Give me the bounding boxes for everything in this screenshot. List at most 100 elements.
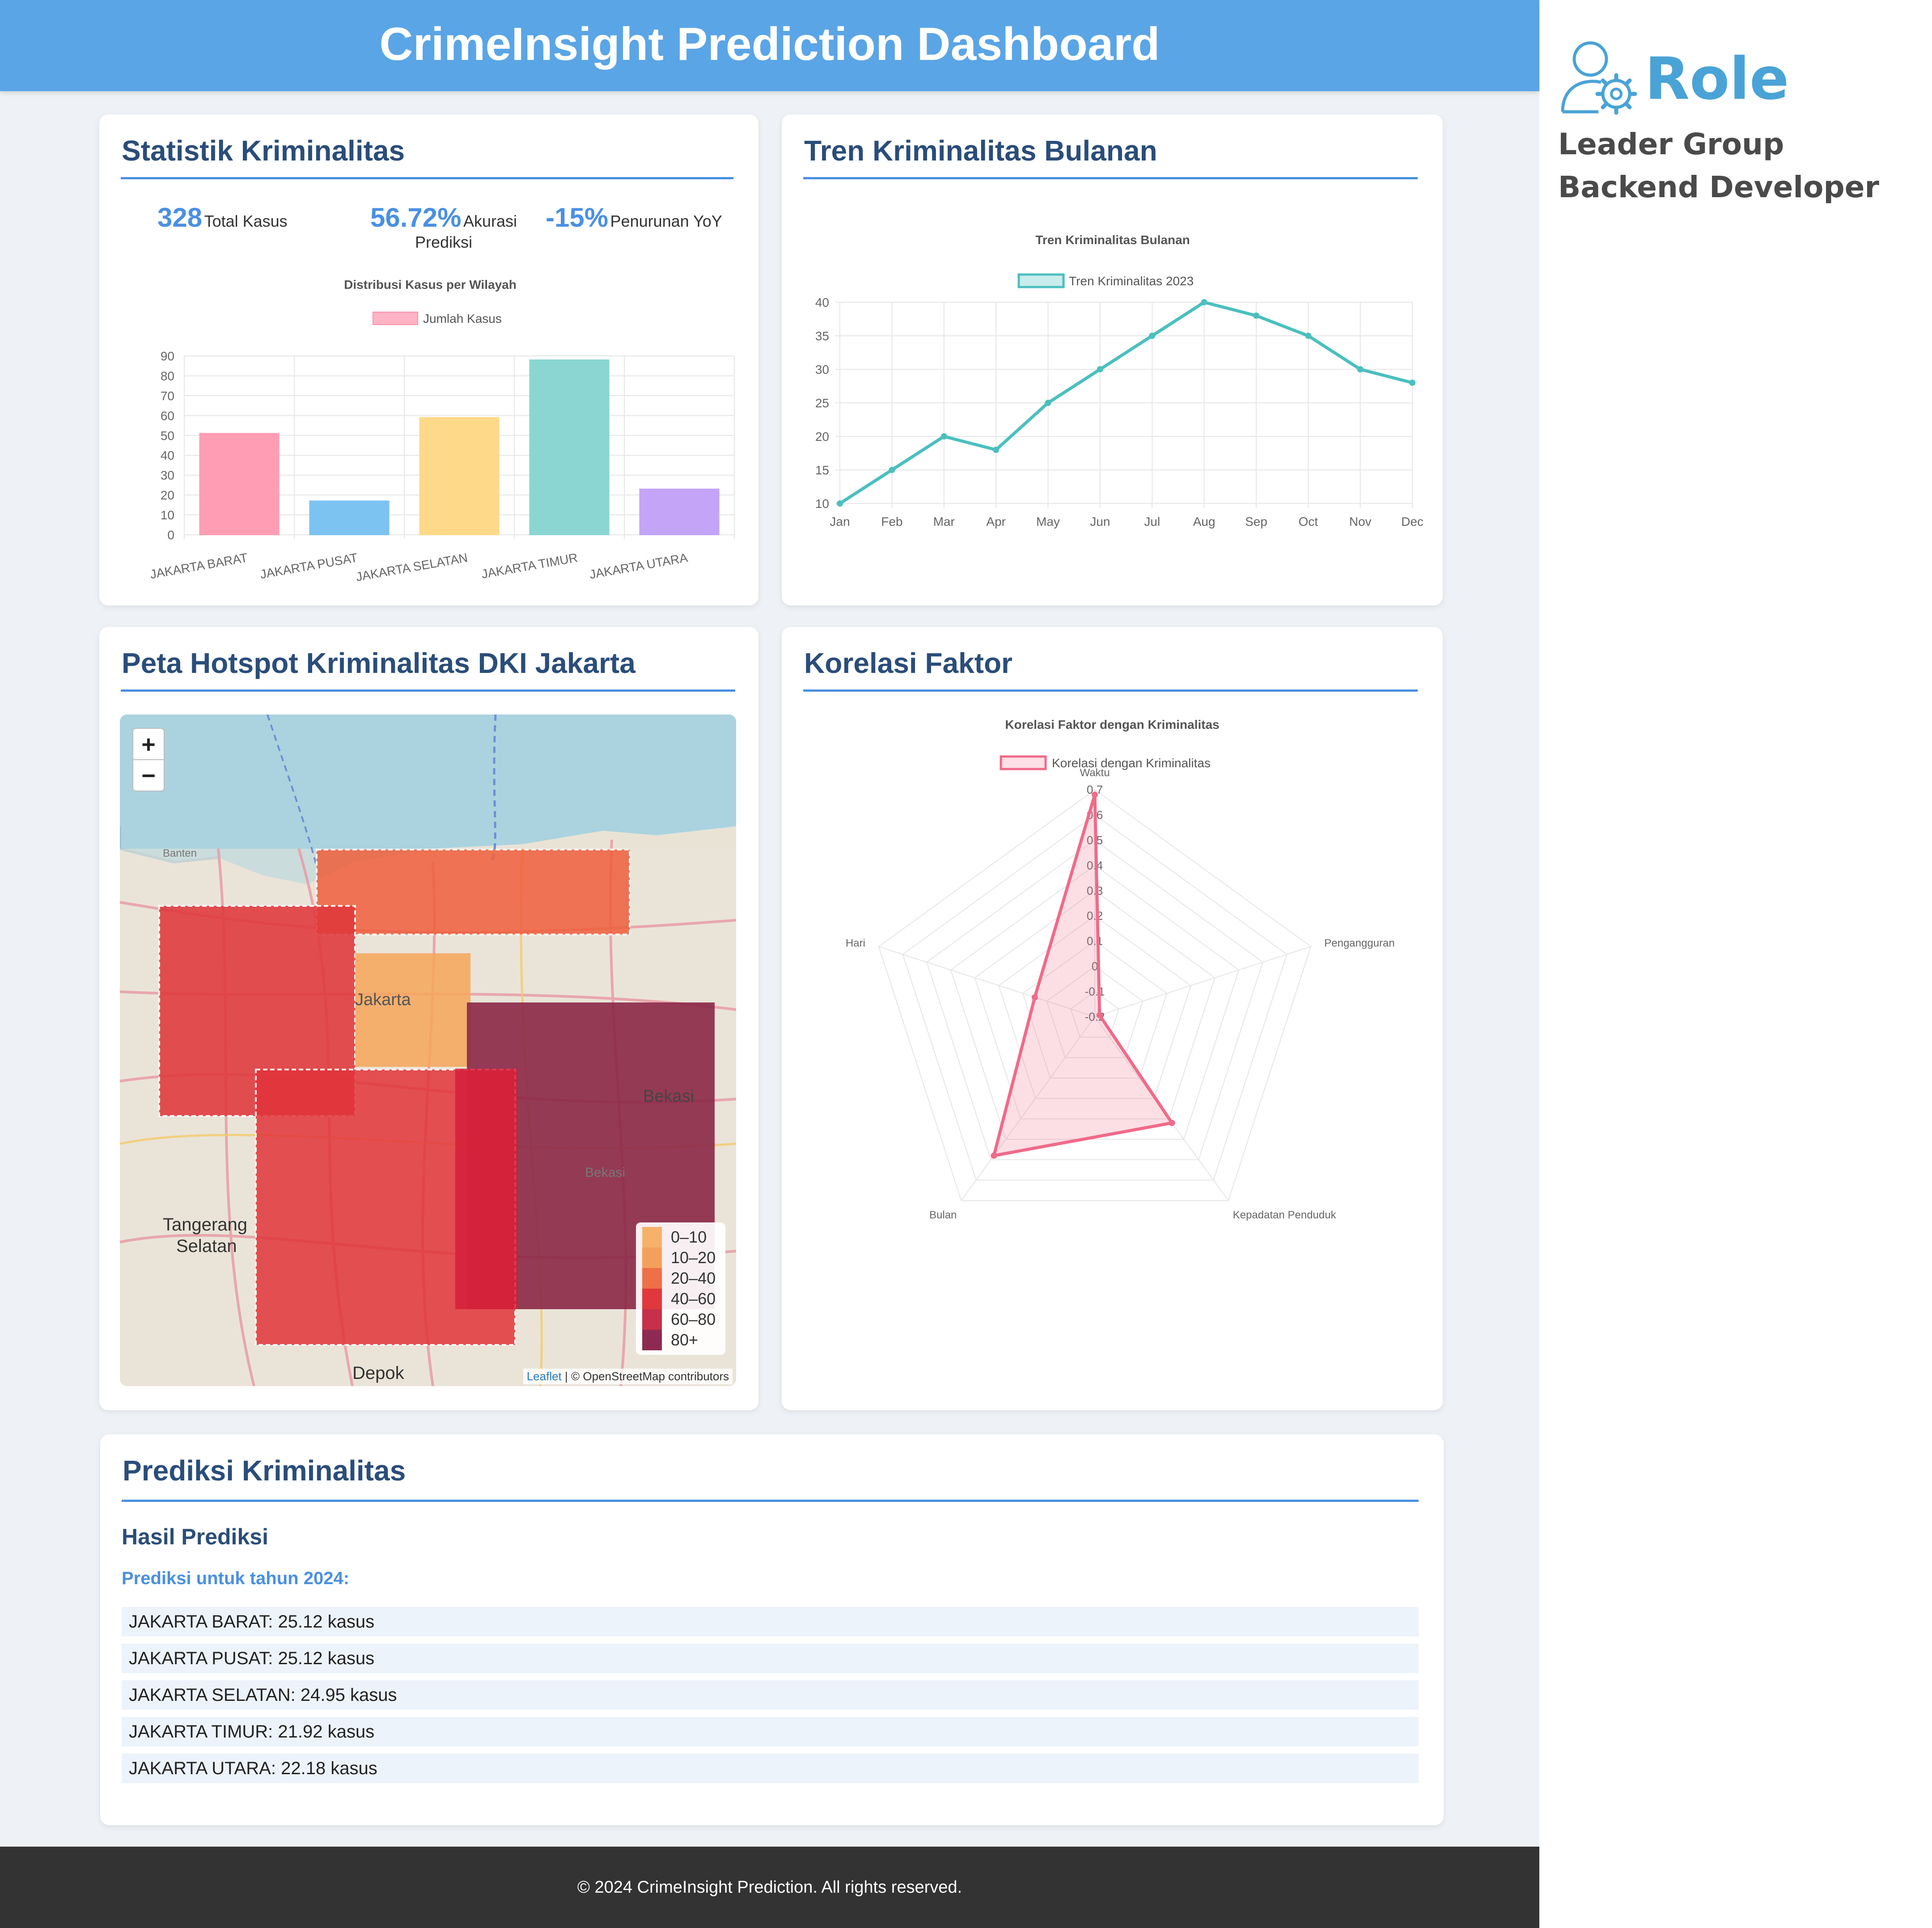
data-point <box>1045 400 1051 406</box>
grid-ring <box>926 839 1263 1160</box>
sea-area <box>120 715 736 884</box>
y-tick-label: 90 <box>161 349 174 363</box>
hotspot-map[interactable]: Jakarta Bekasi Tangerang Selatan Depok B… <box>120 715 736 1386</box>
axis-label: Bulan <box>929 1209 957 1221</box>
stat-accuracy-label-2: Prediksi <box>415 233 473 251</box>
axis-label: Pengangguran <box>1324 937 1394 949</box>
grid-ring <box>1046 965 1144 1058</box>
r-tick-label: 0.3 <box>1087 884 1103 897</box>
y-tick-label: 70 <box>161 389 174 403</box>
prediction-card-divider <box>122 1500 1419 1502</box>
correlation-card-divider <box>803 689 1418 692</box>
grid-ring <box>1022 940 1168 1078</box>
trend-card-title: Tren Kriminalitas Bulanan <box>804 135 1157 167</box>
x-tick-label: Nov <box>1349 515 1372 529</box>
grid-ring <box>902 814 1288 1181</box>
dashboard: CrimeInsight Prediction Dashboard Statis… <box>0 0 1539 1928</box>
trend-card: Tren Kriminalitas Bulanan Tren Kriminali… <box>782 114 1443 605</box>
chart-title: Distribusi Kasus per Wilayah <box>344 278 517 292</box>
prediction-subtitle: Hasil Prediksi <box>122 1524 268 1549</box>
hotspot-jakarta-timur <box>455 1069 517 1309</box>
x-tick-label: JAKARTA TIMUR <box>480 550 579 581</box>
map-attribution: Leaflet | © OpenStreetMap contributors <box>523 1369 733 1384</box>
series-area <box>992 793 1174 1158</box>
legend-swatch <box>1000 755 1047 770</box>
grid-ring <box>878 789 1312 1201</box>
legend-label: Korelasi dengan Kriminalitas <box>1052 756 1211 770</box>
place-label: Jakarta <box>355 990 411 1009</box>
legend-label: 80+ <box>671 1331 699 1349</box>
data-point <box>1253 313 1259 319</box>
stat-total: 328 Total Kasus <box>157 202 288 233</box>
axis-label: Hari <box>846 937 865 949</box>
x-tick-label: Jun <box>1090 515 1110 529</box>
map-legend: 0–10 10–20 20–40 40–60 60–80 80+ <box>636 1222 725 1355</box>
legend-label: 40–60 <box>671 1290 716 1308</box>
data-point <box>1169 1120 1175 1126</box>
data-point <box>1092 791 1098 798</box>
prediction-card-title: Prediksi Kriminalitas <box>123 1454 406 1487</box>
y-tick-label: 0 <box>167 528 174 542</box>
x-tick-label: Dec <box>1401 515 1424 529</box>
legend-swatch <box>642 1247 662 1268</box>
role-panel: Role Leader Group Backend Developer <box>1539 0 1932 268</box>
place-label: Bekasi <box>585 1165 625 1180</box>
zoom-out-button[interactable]: − <box>132 759 165 791</box>
stats-card-divider <box>121 177 733 179</box>
x-tick-label: JAKARTA BARAT <box>149 550 249 581</box>
x-tick-label: Oct <box>1298 515 1318 529</box>
legend-row: 20–40 <box>642 1268 719 1289</box>
bar-chart: Distribusi Kasus per Wilayah Jumlah Kasus… <box>149 278 735 584</box>
grid-ring <box>998 915 1191 1099</box>
prediction-year-label: Prediksi untuk tahun 2024: <box>122 1569 350 1588</box>
r-tick-label: 0.1 <box>1087 934 1103 948</box>
correlation-card: Korelasi Faktor Korelasi Faktor dengan K… <box>782 627 1443 1410</box>
map-tiles[interactable]: Jakarta Bekasi Tangerang Selatan Depok B… <box>120 715 736 1386</box>
legend-swatch <box>373 312 418 325</box>
grid-spoke <box>1094 946 1311 1017</box>
x-tick-label: Aug <box>1193 515 1216 529</box>
x-tick-label: Mar <box>933 515 955 529</box>
zoom-in-button[interactable]: + <box>132 728 165 760</box>
leaflet-link[interactable]: Leaflet <box>526 1370 562 1383</box>
place-labels: Jakarta Bekasi Tangerang Selatan Depok B… <box>163 847 694 1383</box>
legend-row: 0–10 <box>642 1227 719 1247</box>
stats-card: Statistik Kriminalitas 328 Total Kasus 5… <box>99 114 758 605</box>
stat-yoy-value: -15% <box>546 203 609 233</box>
legend-label: 60–80 <box>671 1310 716 1328</box>
y-tick-label: 20 <box>815 430 829 444</box>
place-label: Selatan <box>176 1236 237 1256</box>
legend-label: Jumlah Kasus <box>423 312 502 326</box>
bar <box>529 359 610 535</box>
x-tick-label: Feb <box>881 515 902 529</box>
trend-card-divider <box>803 177 1418 179</box>
prediction-card: Prediksi Kriminalitas Hasil Prediksi Pre… <box>100 1434 1444 1825</box>
legend-row: 80+ <box>642 1330 719 1350</box>
legend-row: 60–80 <box>642 1309 719 1330</box>
data-point <box>1201 299 1208 305</box>
prediction-row: JAKARTA TIMUR: 21.92 kasus <box>122 1717 1419 1746</box>
y-tick-label: 15 <box>815 463 829 477</box>
bar <box>639 488 720 535</box>
x-tick-label: Sep <box>1245 515 1267 529</box>
place-label: Depok <box>352 1363 405 1383</box>
grid-spoke <box>878 946 1095 1017</box>
data-point <box>1305 333 1312 339</box>
data-point <box>1409 380 1415 386</box>
stat-accuracy-value: 56.72% <box>370 203 462 233</box>
hotspot-jakarta-utara <box>316 849 631 935</box>
prediction-row: JAKARTA SELATAN: 24.95 kasus <box>122 1680 1419 1710</box>
r-tick-label: 0 <box>1092 960 1098 973</box>
legend-swatch <box>642 1268 662 1289</box>
stat-accuracy: 56.72% Akurasi Prediksi <box>354 202 533 252</box>
y-tick-label: 35 <box>815 329 829 343</box>
header-bar: CrimeInsight Prediction Dashboard <box>0 0 1539 91</box>
chart-title: Korelasi Faktor dengan Kriminalitas <box>1005 718 1219 731</box>
boundary-line-2 <box>267 715 318 867</box>
data-point <box>1031 994 1038 1001</box>
y-tick-label: 50 <box>161 429 174 443</box>
prediction-row: JAKARTA BARAT: 25.12 kasus <box>122 1607 1419 1636</box>
bar <box>199 433 280 536</box>
x-tick-label: Apr <box>986 515 1006 529</box>
axis-label: Waktu <box>1080 767 1110 779</box>
